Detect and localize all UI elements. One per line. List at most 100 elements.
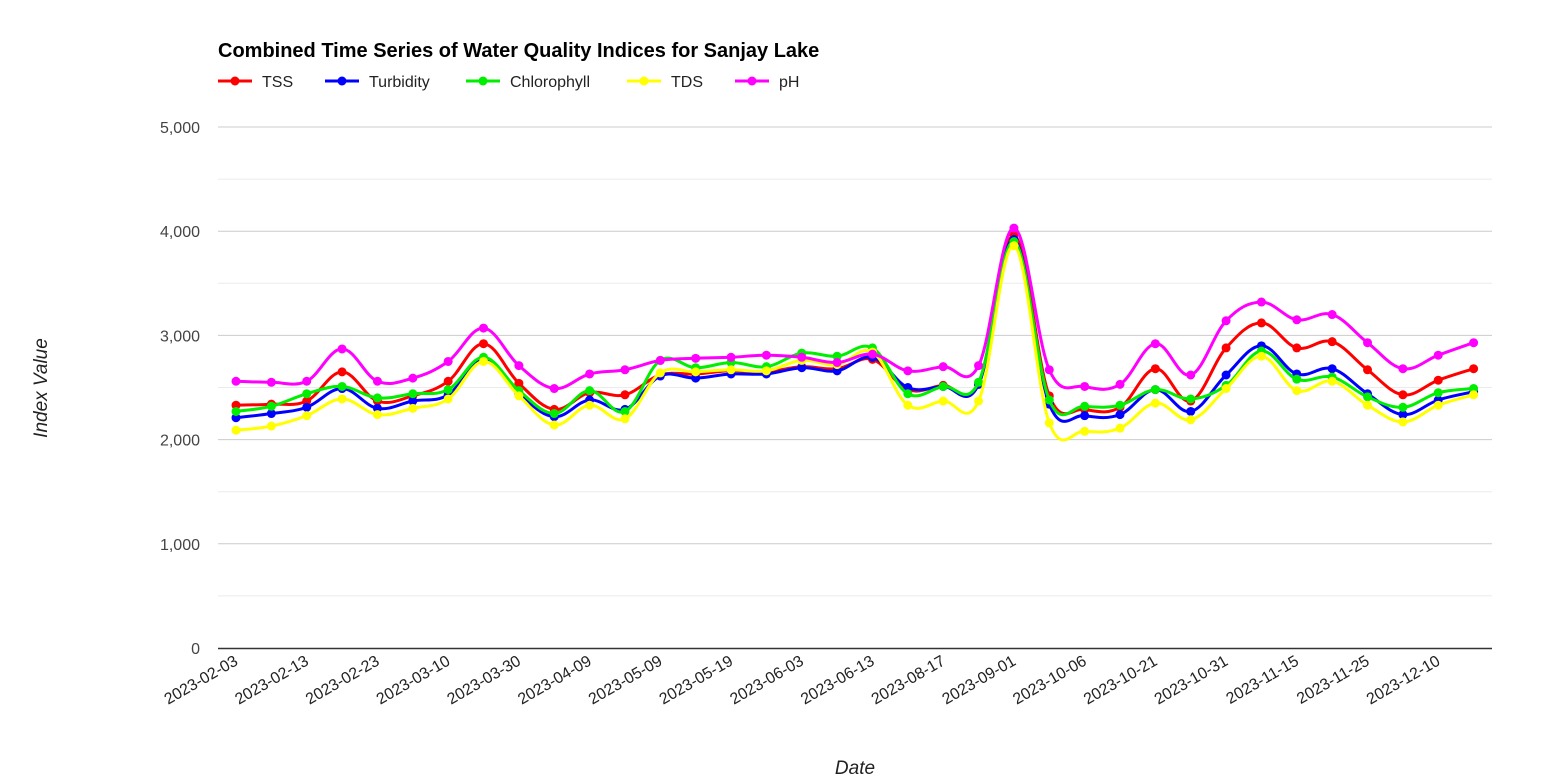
legend-item-turbidity[interactable]: Turbidity	[325, 74, 430, 91]
data-point-tds[interactable]	[974, 396, 984, 406]
data-point-chlorophyll[interactable]	[1433, 388, 1443, 398]
data-point-tds[interactable]	[549, 420, 559, 430]
data-point-turbidity[interactable]	[832, 366, 842, 376]
data-point-ph[interactable]	[1186, 370, 1196, 380]
data-point-ph[interactable]	[1292, 315, 1302, 325]
data-point-turbidity[interactable]	[1327, 364, 1337, 374]
data-point-chlorophyll[interactable]	[974, 377, 984, 387]
legend-item-ph[interactable]: pH	[735, 74, 799, 91]
data-point-tds[interactable]	[1080, 426, 1090, 436]
data-point-tds[interactable]	[726, 365, 736, 375]
data-point-turbidity[interactable]	[408, 396, 418, 406]
data-point-tds[interactable]	[1469, 390, 1479, 400]
data-point-tds[interactable]	[372, 410, 382, 420]
data-point-ph[interactable]	[1433, 350, 1443, 360]
data-point-ph[interactable]	[408, 373, 418, 383]
data-point-chlorophyll[interactable]	[549, 409, 559, 419]
data-point-ph[interactable]	[1327, 310, 1337, 320]
data-point-tds[interactable]	[1221, 384, 1231, 394]
data-point-ph[interactable]	[903, 366, 913, 376]
data-point-ph[interactable]	[1256, 297, 1266, 307]
data-point-turbidity[interactable]	[1115, 410, 1125, 420]
data-point-tds[interactable]	[1186, 415, 1196, 425]
data-point-ph[interactable]	[1398, 364, 1408, 374]
data-point-turbidity[interactable]	[1186, 406, 1196, 416]
data-point-chlorophyll[interactable]	[832, 351, 842, 361]
data-point-tss[interactable]	[1150, 364, 1160, 374]
data-point-tds[interactable]	[1433, 400, 1443, 410]
data-point-tds[interactable]	[1150, 398, 1160, 408]
data-point-ph[interactable]	[549, 384, 559, 394]
data-point-chlorophyll[interactable]	[620, 406, 630, 416]
data-point-chlorophyll[interactable]	[1186, 394, 1196, 404]
data-point-chlorophyll[interactable]	[938, 381, 948, 391]
data-point-chlorophyll[interactable]	[1150, 385, 1160, 395]
data-point-tss[interactable]	[1363, 365, 1373, 375]
data-point-tss[interactable]	[1398, 390, 1408, 400]
data-point-chlorophyll[interactable]	[302, 389, 312, 399]
data-point-turbidity[interactable]	[266, 409, 276, 419]
data-point-ph[interactable]	[302, 376, 312, 386]
data-point-ph[interactable]	[974, 361, 984, 371]
data-point-ph[interactable]	[1150, 339, 1160, 349]
data-point-turbidity[interactable]	[1221, 370, 1231, 380]
data-point-tss[interactable]	[302, 396, 312, 406]
data-point-tss[interactable]	[1292, 343, 1302, 353]
data-point-chlorophyll[interactable]	[231, 406, 241, 416]
data-point-ph[interactable]	[514, 361, 524, 371]
data-point-turbidity[interactable]	[903, 383, 913, 392]
data-point-tds[interactable]	[302, 411, 312, 421]
legend-item-chlorophyll[interactable]: Chlorophyll	[466, 74, 590, 91]
data-point-chlorophyll[interactable]	[1398, 402, 1408, 412]
data-point-tss[interactable]	[1221, 343, 1231, 353]
data-point-turbidity[interactable]	[797, 363, 807, 373]
data-point-ph[interactable]	[761, 350, 771, 360]
data-point-chlorophyll[interactable]	[1292, 374, 1302, 384]
data-point-chlorophyll[interactable]	[1044, 395, 1054, 405]
data-point-ph[interactable]	[655, 355, 665, 365]
data-point-chlorophyll[interactable]	[337, 381, 347, 391]
data-point-tss[interactable]	[620, 390, 630, 400]
data-point-chlorophyll[interactable]	[1363, 392, 1373, 402]
data-point-ph[interactable]	[1115, 379, 1125, 389]
data-point-ph[interactable]	[797, 352, 807, 362]
data-point-ph[interactable]	[832, 357, 842, 367]
data-point-tss[interactable]	[1433, 375, 1443, 385]
data-point-tds[interactable]	[1363, 400, 1373, 410]
data-point-tds[interactable]	[479, 356, 489, 366]
data-point-ph[interactable]	[1080, 381, 1090, 391]
data-point-ph[interactable]	[585, 369, 595, 379]
data-point-tss[interactable]	[443, 376, 453, 386]
data-point-turbidity[interactable]	[691, 373, 701, 383]
data-point-chlorophyll[interactable]	[1469, 384, 1479, 394]
data-point-tds[interactable]	[585, 400, 595, 410]
data-point-chlorophyll[interactable]	[1115, 400, 1125, 410]
data-point-ph[interactable]	[1221, 316, 1231, 326]
data-point-tss[interactable]	[479, 339, 489, 349]
data-point-tds[interactable]	[231, 425, 241, 435]
data-point-tss[interactable]	[1327, 337, 1337, 347]
data-point-chlorophyll[interactable]	[903, 389, 913, 399]
data-point-ph[interactable]	[938, 362, 948, 372]
data-point-chlorophyll[interactable]	[372, 393, 382, 403]
data-point-tds[interactable]	[1044, 418, 1054, 428]
data-point-ph[interactable]	[231, 376, 241, 386]
data-point-tds[interactable]	[1009, 241, 1019, 251]
data-point-tds[interactable]	[655, 368, 665, 378]
data-point-ph[interactable]	[372, 376, 382, 386]
data-point-chlorophyll[interactable]	[585, 386, 595, 396]
data-point-ph[interactable]	[1363, 338, 1373, 348]
data-point-chlorophyll[interactable]	[266, 401, 276, 411]
data-point-chlorophyll[interactable]	[1080, 401, 1090, 411]
legend-item-tds[interactable]: TDS	[627, 74, 703, 91]
data-point-chlorophyll[interactable]	[443, 385, 453, 395]
data-point-turbidity[interactable]	[1398, 410, 1408, 420]
data-point-turbidity[interactable]	[1080, 411, 1090, 421]
data-point-ph[interactable]	[479, 323, 489, 333]
data-point-tds[interactable]	[691, 367, 701, 377]
data-point-turbidity[interactable]	[302, 402, 312, 412]
data-point-ph[interactable]	[266, 377, 276, 387]
data-point-tss[interactable]	[1256, 318, 1266, 328]
data-point-ph[interactable]	[726, 352, 736, 362]
data-point-tds[interactable]	[1256, 351, 1266, 361]
